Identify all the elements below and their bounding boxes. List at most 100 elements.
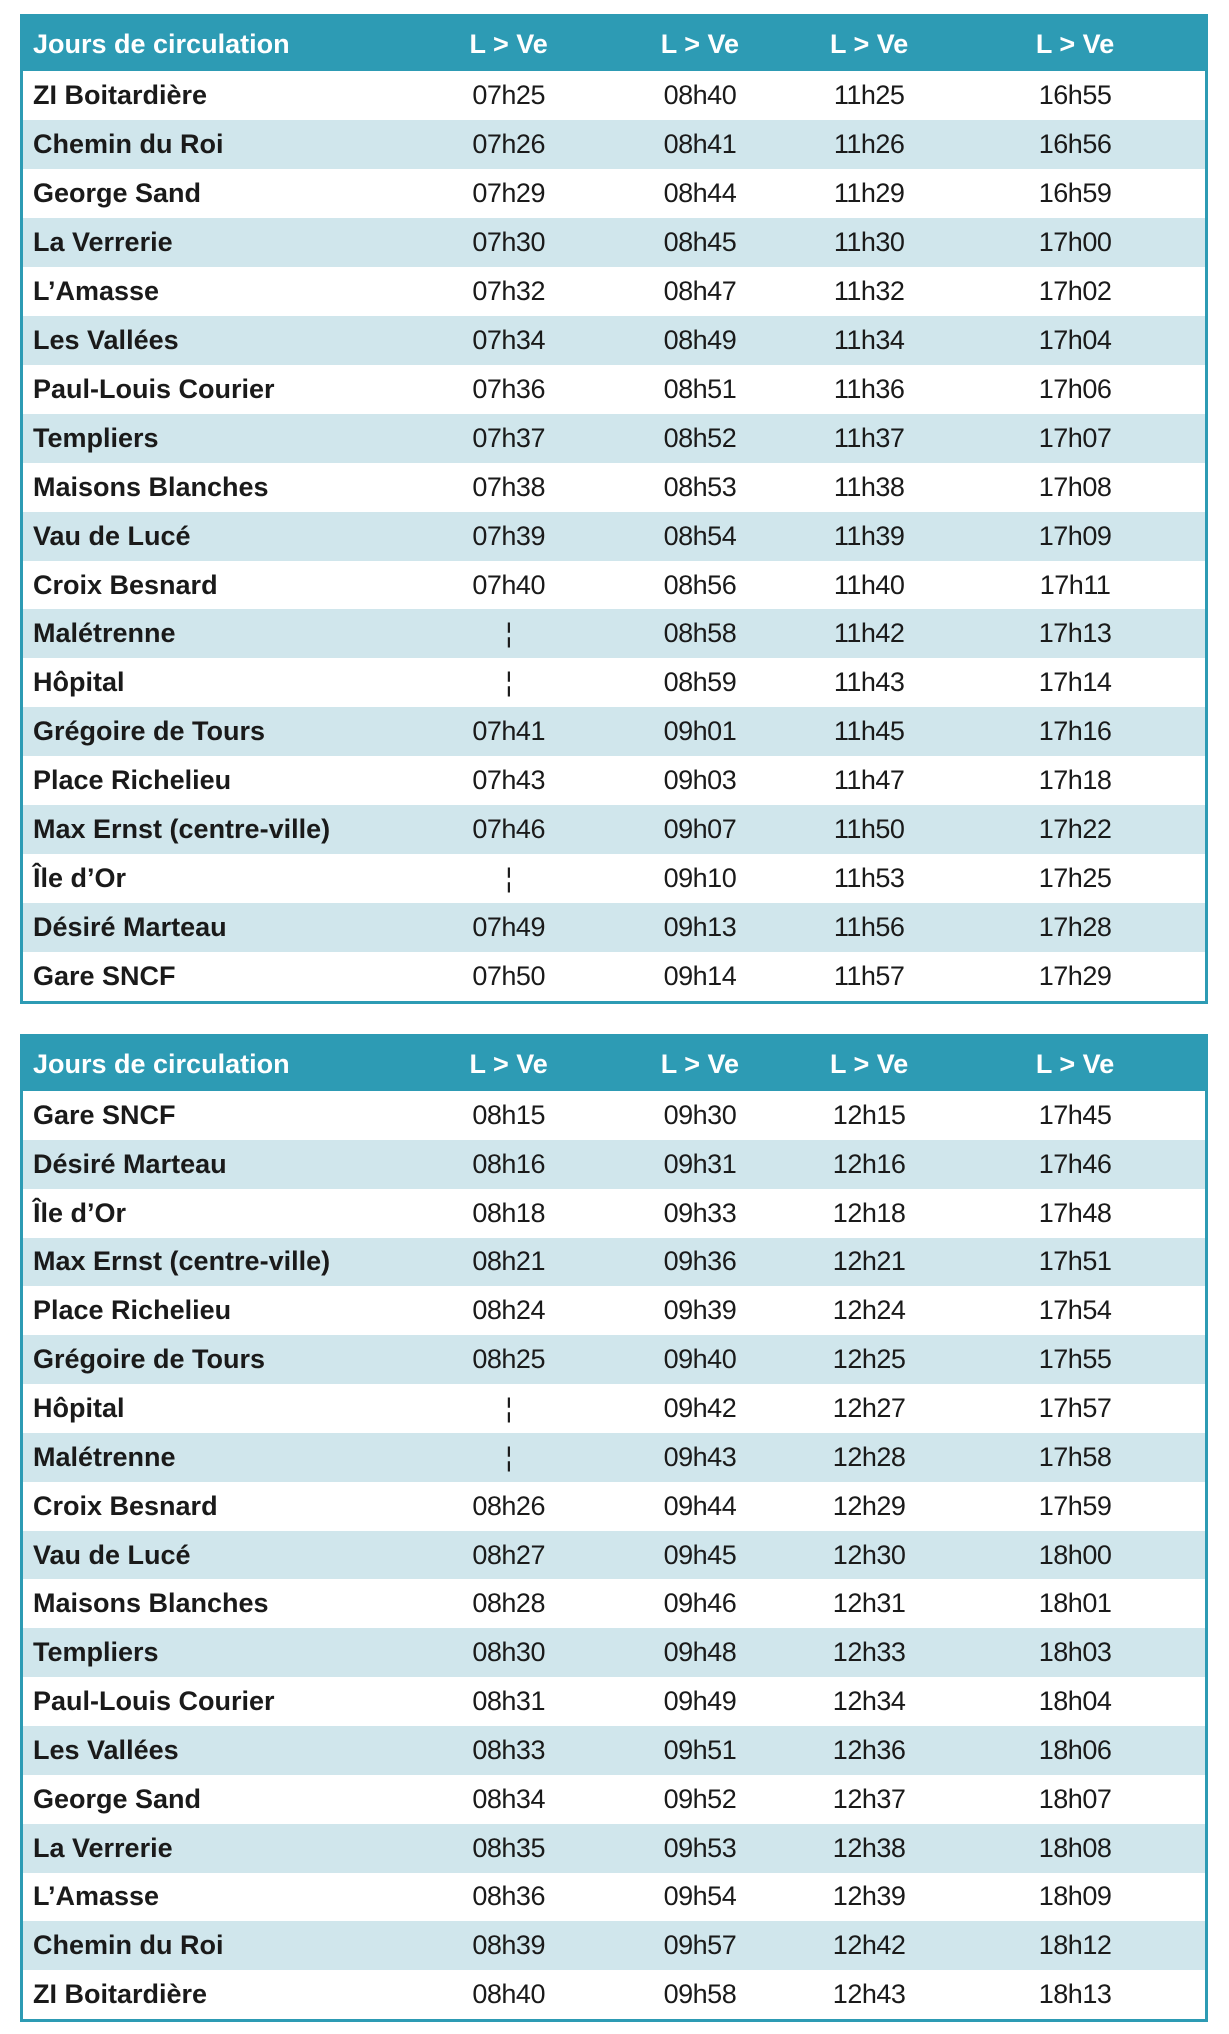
departure-time: 09h51 (663, 1734, 737, 1765)
departure-time: 07h36 (472, 373, 545, 404)
stop-name: George Sand (33, 177, 202, 208)
departure-time: 16h56 (1038, 128, 1112, 159)
header-label: Jours de circulation (33, 28, 290, 59)
departure-time: 17h57 (1038, 1392, 1112, 1423)
departure-time: 12h27 (832, 1392, 906, 1423)
departure-time: 09h52 (663, 1783, 737, 1814)
departure-time: 17h16 (1038, 716, 1112, 747)
departure-time: 07h41 (472, 716, 545, 747)
table-row: Maisons Blanches 07h38 08h53 11h38 17h08 (23, 462, 1205, 512)
departure-time: 08h44 (663, 177, 737, 208)
departure-time: 17h48 (1038, 1197, 1112, 1228)
stop-name: Hôpital (33, 1392, 125, 1423)
stop-name: Les Vallées (33, 1734, 179, 1765)
table-row: Vau de Lucé 07h39 08h54 11h39 17h09 (23, 511, 1205, 561)
timetable-return: Jours de circulation L > Ve L > Ve L > V… (20, 1034, 1208, 2022)
stop-name: George Sand (33, 1783, 202, 1814)
departure-time: 07h29 (472, 177, 545, 208)
stop-name: Désiré Marteau (33, 1148, 227, 1179)
departure-time: 11h45 (833, 716, 905, 747)
departure-time: 17h54 (1038, 1295, 1112, 1326)
departure-time: 12h16 (832, 1148, 906, 1179)
departure-time: 17h14 (1038, 667, 1112, 698)
departure-time: 09h57 (663, 1930, 737, 1961)
departure-time: 18h06 (1038, 1734, 1112, 1765)
stop-name: Gare SNCF (33, 1099, 176, 1130)
departure-time: ¦ (505, 618, 512, 649)
table-row: Place Richelieu 08h24 09h39 12h24 17h54 (23, 1286, 1205, 1336)
departure-time: 09h33 (663, 1197, 737, 1228)
departure-time: 17h22 (1038, 814, 1112, 845)
table-row: Malétrenne ¦ 08h58 11h42 17h13 (23, 609, 1205, 659)
departure-time: 11h25 (833, 79, 905, 110)
departure-time: 07h46 (472, 814, 545, 845)
departure-time: 07h30 (472, 226, 545, 257)
departure-time: ¦ (505, 1392, 512, 1423)
departure-time: 11h50 (833, 814, 905, 845)
departure-time: 11h34 (833, 324, 905, 355)
departure-time: 17h08 (1038, 471, 1112, 502)
table-row: Paul-Louis Courier 07h36 08h51 11h36 17h06 (23, 364, 1205, 414)
departure-time: 12h42 (832, 1930, 906, 1961)
departure-time: 11h36 (833, 373, 905, 404)
table-row: L’Amasse 07h32 08h47 11h32 17h02 (23, 266, 1205, 316)
departure-time: 18h03 (1038, 1637, 1112, 1668)
departure-time: 17h55 (1038, 1344, 1112, 1375)
table-row: La Verrerie 08h35 09h53 12h38 18h08 (23, 1823, 1205, 1873)
departure-time: 12h36 (832, 1734, 906, 1765)
departure-time: 11h42 (833, 618, 905, 649)
departure-time: 09h43 (663, 1441, 737, 1472)
departure-time: 08h56 (663, 569, 737, 600)
departure-time: 08h53 (663, 471, 737, 502)
header-label: Jours de circulation (33, 1048, 290, 1079)
departure-time: 11h29 (833, 177, 905, 208)
departure-time: 11h39 (833, 520, 905, 551)
stop-name: La Verrerie (33, 1832, 173, 1863)
departure-time: 08h40 (663, 79, 737, 110)
stop-name: ZI Boitardière (33, 79, 208, 110)
departure-time: 11h26 (833, 128, 905, 159)
table-row: La Verrerie 07h30 08h45 11h30 17h00 (23, 217, 1205, 267)
departure-time: 09h31 (663, 1148, 737, 1179)
stop-name: Île d’Or (33, 1197, 127, 1228)
departure-time: 07h39 (472, 520, 545, 551)
departure-time: 07h49 (472, 912, 545, 943)
departure-time: 12h30 (832, 1539, 906, 1570)
departure-time: 09h30 (663, 1099, 737, 1130)
departure-time: 12h34 (832, 1686, 906, 1717)
stop-name: Hôpital (33, 667, 125, 698)
departure-time: 08h21 (472, 1246, 545, 1277)
table-row: Les Vallées 07h34 08h49 11h34 17h04 (23, 315, 1205, 365)
stop-name: Malétrenne (33, 1441, 176, 1472)
departure-time: 08h30 (472, 1637, 545, 1668)
departure-time: 08h41 (663, 128, 737, 159)
departure-time: 17h06 (1038, 373, 1112, 404)
departure-time: 12h28 (832, 1441, 906, 1472)
table-row: ZI Boitardière 08h40 09h58 12h43 18h13 (23, 1970, 1205, 2020)
stop-name: L’Amasse (33, 1881, 160, 1912)
header-day: L > Ve (469, 28, 548, 59)
stop-name: Grégoire de Tours (33, 716, 266, 747)
departure-time: 11h57 (833, 961, 905, 992)
header-day: L > Ve (1035, 28, 1115, 59)
table-row: George Sand 08h34 09h52 12h37 18h07 (23, 1774, 1205, 1824)
departure-time: 12h39 (832, 1881, 906, 1912)
departure-time: 08h24 (472, 1295, 545, 1326)
table-row: L’Amasse 08h36 09h54 12h39 18h09 (23, 1872, 1205, 1922)
table-row: Gare SNCF 07h50 09h14 11h57 17h29 (23, 952, 1205, 1002)
departure-time: 17h09 (1038, 520, 1112, 551)
departure-time: 16h59 (1038, 177, 1112, 208)
table-row: Malétrenne ¦ 09h43 12h28 17h58 (23, 1432, 1205, 1482)
stop-name: Croix Besnard (33, 1490, 218, 1521)
departure-time: 07h37 (472, 422, 545, 453)
table-header: Jours de circulation L > Ve L > Ve L > V… (23, 1037, 1205, 1091)
header-day: L > Ve (660, 1048, 740, 1079)
departure-time: 09h58 (663, 1979, 737, 2010)
departure-time: 17h46 (1038, 1148, 1112, 1179)
departure-time: 08h27 (472, 1539, 545, 1570)
departure-time: 09h46 (663, 1588, 737, 1619)
table-row: Croix Besnard 08h26 09h44 12h29 17h59 (23, 1481, 1205, 1531)
departure-time: 17h45 (1038, 1099, 1112, 1130)
departure-time: 07h40 (472, 569, 545, 600)
table-row: Croix Besnard 07h40 08h56 11h40 17h11 (23, 560, 1205, 610)
